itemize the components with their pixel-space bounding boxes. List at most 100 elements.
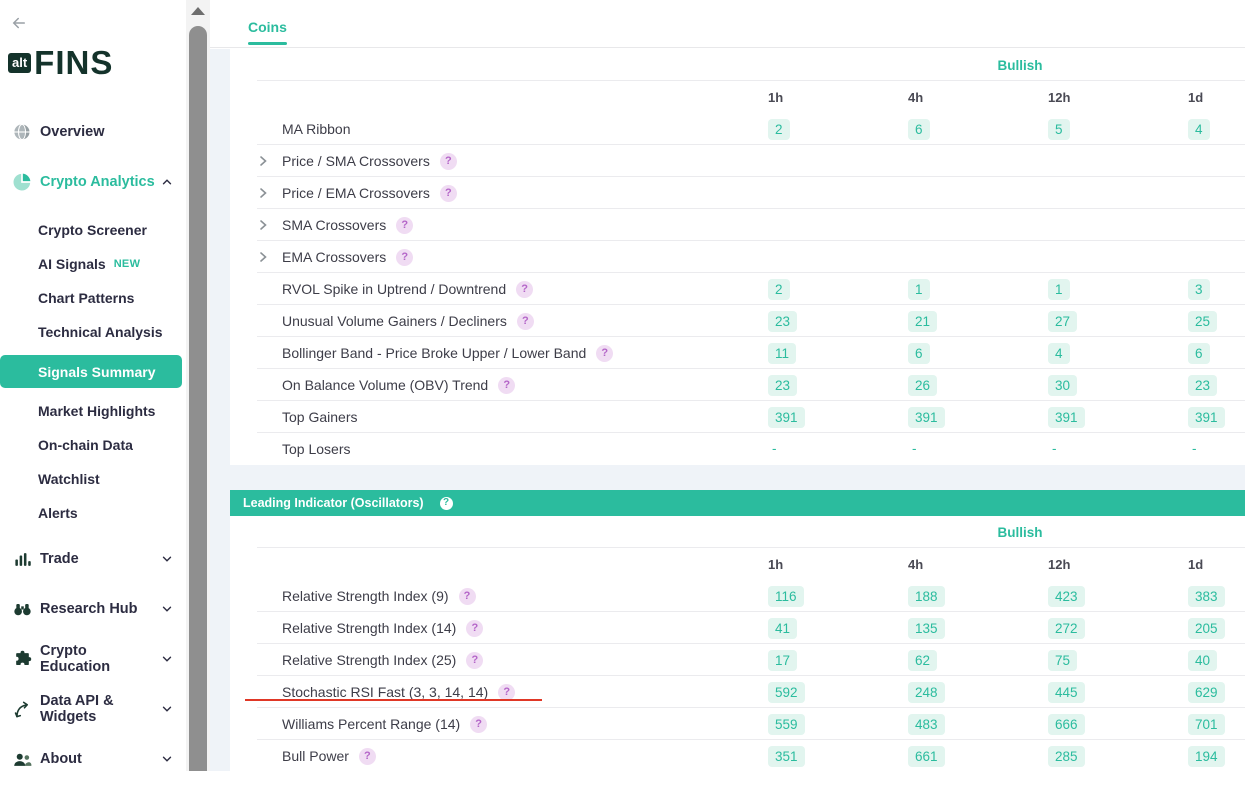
value-cell[interactable]: 391	[1180, 406, 1245, 428]
value-cell[interactable]: 11	[760, 342, 900, 364]
value-cell[interactable]: 6	[900, 342, 1040, 364]
sidebar-item-market-highlights[interactable]: Market Highlights	[0, 396, 186, 426]
value-cell[interactable]: 2	[760, 278, 900, 300]
value-cell[interactable]: 592	[760, 681, 900, 703]
expand-chevron-icon[interactable]	[257, 219, 269, 231]
sidebar-item-technical-analysis[interactable]: Technical Analysis	[0, 317, 186, 347]
section-help-icon[interactable]: ?	[439, 496, 453, 510]
value-cell[interactable]: 391	[760, 406, 900, 428]
help-icon[interactable]: ?	[396, 248, 414, 266]
value-cell[interactable]: 4	[1180, 118, 1245, 140]
sidebar-item-chart-patterns[interactable]: Chart Patterns	[0, 283, 186, 313]
help-icon[interactable]: ?	[516, 312, 534, 330]
value-cell[interactable]: 21	[900, 310, 1040, 332]
value-cell[interactable]: 248	[900, 681, 1040, 703]
vertical-scrollbar[interactable]	[186, 0, 210, 771]
value-cell[interactable]: 27	[1040, 310, 1180, 332]
chevron-down-icon[interactable]	[160, 602, 174, 616]
sidebar-item-data-api-widgets[interactable]: Data API & Widgets	[0, 692, 186, 726]
chevron-down-icon[interactable]	[160, 552, 174, 566]
value-cell[interactable]: 4	[1040, 342, 1180, 364]
chevron-down-icon[interactable]	[160, 652, 174, 666]
sidebar-item-crypto-screener[interactable]: Crypto Screener	[0, 215, 186, 245]
help-icon[interactable]: ?	[358, 747, 376, 765]
value-cell[interactable]: 6	[1180, 342, 1245, 364]
help-icon[interactable]: ?	[439, 152, 457, 170]
expand-chevron-icon[interactable]	[257, 155, 269, 167]
help-icon[interactable]: ?	[596, 344, 614, 362]
value-cell[interactable]: 3	[1180, 278, 1245, 300]
sidebar-item-trade[interactable]: Trade	[0, 542, 186, 576]
value-cell[interactable]: 26	[900, 374, 1040, 396]
scrollbar-thumb[interactable]	[189, 26, 207, 771]
value-cell[interactable]: 391	[900, 406, 1040, 428]
help-icon[interactable]: ?	[466, 651, 484, 669]
chevron-down-icon[interactable]	[160, 752, 174, 766]
sidebar-item-signals-summary[interactable]: Signals Summary	[0, 355, 182, 388]
sidebar-item-about[interactable]: About	[0, 742, 186, 776]
value-cell[interactable]: 194	[1180, 745, 1245, 767]
value-cell[interactable]: 40	[1180, 649, 1245, 671]
value-cell[interactable]: 629	[1180, 681, 1245, 703]
altfins-logo[interactable]: alt FINS	[8, 46, 113, 79]
value-cell[interactable]: 116	[760, 585, 900, 607]
value-cell[interactable]: 383	[1180, 585, 1245, 607]
help-icon[interactable]: ?	[498, 683, 516, 701]
expand-chevron-icon[interactable]	[257, 187, 269, 199]
sidebar-item-crypto-analytics[interactable]: Crypto Analytics	[0, 165, 186, 199]
value-cell[interactable]: 62	[900, 649, 1040, 671]
help-icon[interactable]: ?	[396, 216, 414, 234]
value-cell[interactable]: 30	[1040, 374, 1180, 396]
expand-chevron-icon[interactable]	[257, 251, 269, 263]
value-cell[interactable]: 188	[900, 585, 1040, 607]
value-cell[interactable]: 272	[1040, 617, 1180, 639]
table-row-expandable[interactable]: EMA Crossovers?	[230, 241, 1245, 273]
tab-coins[interactable]: Coins	[248, 0, 287, 47]
help-icon[interactable]: ?	[466, 619, 484, 637]
value-cell[interactable]: 135	[900, 617, 1040, 639]
value-cell[interactable]: 391	[1040, 406, 1180, 428]
sidebar-item-alerts[interactable]: Alerts	[0, 498, 186, 528]
table-row-expandable[interactable]: Price / EMA Crossovers?	[230, 177, 1245, 209]
sidebar-item-label: Alerts	[38, 505, 78, 521]
value-cell[interactable]: 6	[900, 118, 1040, 140]
value-cell[interactable]: 2	[760, 118, 900, 140]
table-row-expandable[interactable]: SMA Crossovers?	[230, 209, 1245, 241]
value-cell[interactable]: 559	[760, 713, 900, 735]
value-cell[interactable]: 701	[1180, 713, 1245, 735]
sidebar-item-overview[interactable]: Overview	[0, 115, 186, 149]
table-row-expandable[interactable]: Price / SMA Crossovers?	[230, 145, 1245, 177]
help-icon[interactable]: ?	[439, 184, 457, 202]
value-cell[interactable]: 483	[900, 713, 1040, 735]
scrollbar-up-arrow[interactable]	[191, 7, 205, 15]
value-cell[interactable]: 23	[1180, 374, 1245, 396]
value-cell[interactable]: 285	[1040, 745, 1180, 767]
value-cell[interactable]: 351	[760, 745, 900, 767]
help-icon[interactable]: ?	[458, 587, 476, 605]
value-cell[interactable]: 41	[760, 617, 900, 639]
value-cell[interactable]: 205	[1180, 617, 1245, 639]
value-cell[interactable]: 661	[900, 745, 1040, 767]
sidebar-item-on-chain-data[interactable]: On-chain Data	[0, 430, 186, 460]
help-icon[interactable]: ?	[498, 376, 516, 394]
value-cell[interactable]: 1	[900, 278, 1040, 300]
sidebar-item-research-hub[interactable]: Research Hub	[0, 592, 186, 626]
sidebar-item-ai-signals[interactable]: AI Signals NEW	[0, 249, 186, 279]
chevron-down-icon[interactable]	[160, 702, 174, 716]
collapse-sidebar-icon[interactable]	[10, 14, 30, 34]
value-cell[interactable]: 666	[1040, 713, 1180, 735]
value-cell[interactable]: 75	[1040, 649, 1180, 671]
help-icon[interactable]: ?	[516, 280, 534, 298]
value-cell[interactable]: 23	[760, 374, 900, 396]
value-cell[interactable]: 5	[1040, 118, 1180, 140]
chevron-up-icon[interactable]	[160, 175, 174, 189]
sidebar-item-crypto-education[interactable]: Crypto Education	[0, 642, 186, 676]
sidebar-item-watchlist[interactable]: Watchlist	[0, 464, 186, 494]
value-cell[interactable]: 25	[1180, 310, 1245, 332]
help-icon[interactable]: ?	[470, 715, 488, 733]
value-cell[interactable]: 1	[1040, 278, 1180, 300]
value-cell[interactable]: 423	[1040, 585, 1180, 607]
value-cell[interactable]: 445	[1040, 681, 1180, 703]
value-cell[interactable]: 17	[760, 649, 900, 671]
value-cell[interactable]: 23	[760, 310, 900, 332]
